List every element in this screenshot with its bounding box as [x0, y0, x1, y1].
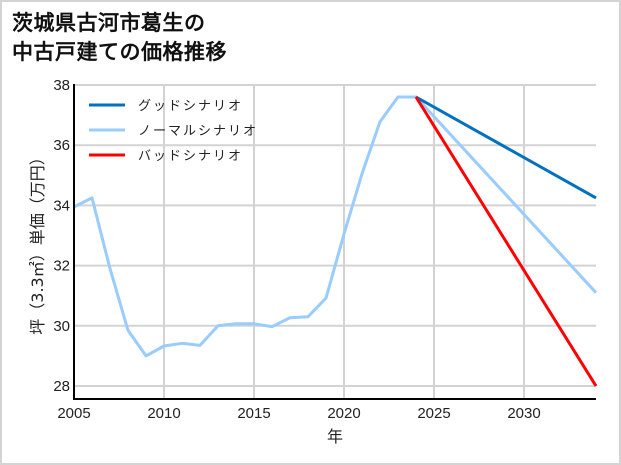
x-tick-label: 2030 — [507, 405, 540, 422]
axes — [73, 84, 596, 400]
y-tick-label: 38 — [53, 77, 70, 94]
series-line — [73, 95, 598, 358]
x-tick-label: 2015 — [237, 405, 270, 422]
chart-title-line-1: 茨城県古河市葛生の — [12, 11, 206, 35]
y-tick-label: 34 — [53, 197, 70, 214]
series-line — [414, 96, 598, 387]
legend-label: バッドシナリオ — [138, 149, 243, 164]
chart-title: 茨城県古河市葛生の 中古戸建ての価格推移 — [12, 9, 227, 67]
series-line — [415, 95, 597, 200]
y-tick-label: 36 — [53, 137, 70, 154]
y-axis-label: 坪（3.3㎡）単価（万円） — [28, 149, 47, 334]
x-tick-label: 2025 — [417, 405, 450, 422]
legend-label: ノーマルシナリオ — [138, 124, 258, 139]
data-series — [73, 95, 598, 387]
x-tick-label: 2010 — [147, 405, 180, 422]
chart-title-line-2: 中古戸建ての価格推移 — [12, 40, 227, 64]
x-tick-label: 2020 — [327, 405, 360, 422]
x-axis-label: 年 — [327, 427, 343, 446]
y-tick-label: 32 — [53, 258, 70, 275]
legend-item: グッドシナリオ — [89, 99, 243, 114]
x-axis-ticks: 2005 2010 2015 2020 2025 2030 — [57, 405, 540, 422]
y-tick-label: 28 — [53, 378, 70, 395]
x-tick-label: 2005 — [57, 405, 90, 422]
legend-label: グッドシナリオ — [138, 99, 243, 114]
legend-item: ノーマルシナリオ — [89, 124, 258, 139]
y-tick-label: 30 — [53, 318, 70, 335]
y-axis-ticks: 28 30 32 34 36 38 — [53, 77, 70, 395]
legend-item: バッドシナリオ — [89, 149, 243, 164]
